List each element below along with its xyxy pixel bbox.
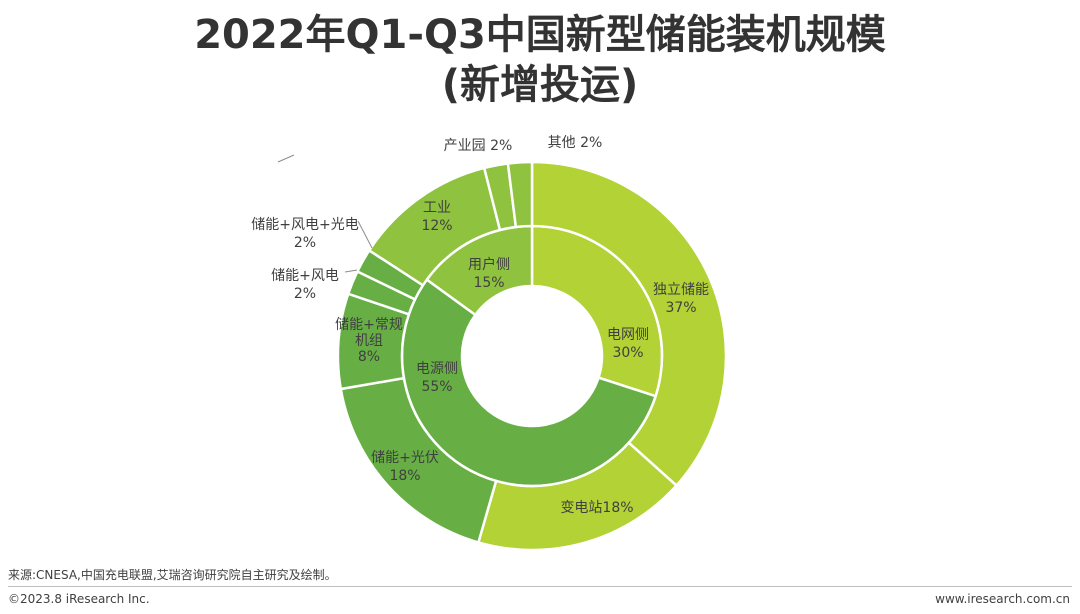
label-wind-pv-0: 储能+风电+光电: [251, 217, 358, 233]
label-industry-0: 工业: [423, 200, 451, 216]
footer-divider: [8, 586, 1072, 587]
label-pv-0: 储能+光伏: [371, 450, 439, 466]
label-substation-0: 变电站18%: [560, 500, 633, 516]
label-source-side-0: 电源侧: [416, 361, 458, 377]
label-pv-1: 18%: [389, 468, 420, 484]
leader-lines: [277, 154, 373, 273]
outer-ring: [336, 160, 728, 552]
chart-title-line-1: 2022年Q1-Q3中国新型储能装机规模: [194, 12, 886, 58]
label-wind-0: 储能+风电: [271, 268, 339, 284]
chart-title-line-2: (新增投运): [441, 62, 639, 108]
labels: 电网侧 30% 电源侧 55% 用户侧 15% 独立储能 37% 变电站18% 储能+光伏 18% 储…: [251, 135, 709, 516]
leader-line-2: [277, 154, 295, 163]
label-source-side-1: 55%: [421, 379, 452, 395]
copyright: ©2023.8 iResearch Inc.: [8, 592, 150, 606]
label-conventional-2: 8%: [358, 349, 380, 365]
label-independent-0: 独立储能: [653, 282, 709, 298]
label-grid-1: 30%: [612, 345, 643, 361]
leader-line-1: [344, 269, 358, 273]
label-grid-0: 电网侧: [607, 327, 649, 343]
label-industry-1: 12%: [421, 218, 452, 234]
label-user-0: 用户侧: [468, 256, 510, 273]
label-wind-pv-1: 2%: [294, 235, 316, 251]
label-wind-1: 2%: [294, 286, 316, 302]
source-note: 来源:CNESA,中国充电联盟,艾瑞咨询研究院自主研究及绘制。: [8, 568, 337, 582]
label-park-0: 产业园 2%: [444, 138, 513, 154]
label-conventional-0: 储能+常规: [335, 317, 403, 333]
chart-title: 2022年Q1-Q3中国新型储能装机规模 (新增投运): [0, 10, 1080, 110]
label-user-1: 15%: [473, 275, 504, 291]
outer-slice-0: [530, 160, 728, 488]
leader-line-0: [357, 220, 373, 249]
label-other-0: 其他 2%: [548, 135, 603, 151]
website: www.iresearch.com.cn: [935, 592, 1070, 606]
outer-slice-8: [506, 160, 534, 229]
label-independent-1: 37%: [665, 300, 696, 316]
label-conventional-1: 机组: [355, 333, 383, 349]
